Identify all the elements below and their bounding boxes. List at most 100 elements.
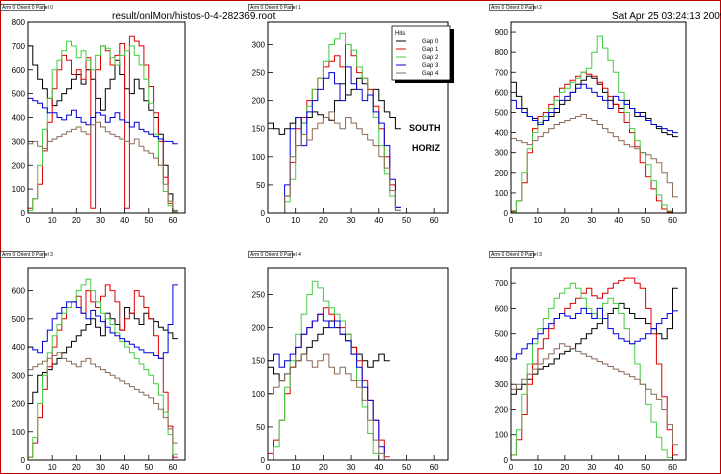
y-tick-label: 500 xyxy=(495,330,509,339)
y-tick-label: 100 xyxy=(12,185,26,194)
series-line-gap1 xyxy=(28,284,178,458)
panel-title-box xyxy=(489,251,534,258)
x-tick-label: 60 xyxy=(668,216,677,225)
y-tick-label: 700 xyxy=(495,68,509,77)
plot-frame xyxy=(267,267,449,461)
panels-group: Arm 0 Orient 0 Panel 00 10 20 30 40 50 6001002… xyxy=(0,4,687,472)
legend-header: Hits xyxy=(395,31,405,37)
y-tick-label: 300 xyxy=(495,149,509,158)
series-line-gap3 xyxy=(28,284,178,359)
y-tick-label: 300 xyxy=(495,380,509,389)
x-tick-label: 0 xyxy=(26,216,31,225)
series-line-gap2 xyxy=(28,278,178,458)
x-tick-label: 30 xyxy=(587,216,596,225)
y-tick-label: 700 xyxy=(495,279,509,288)
x-tick-label: 40 xyxy=(120,216,129,225)
panel-title: Arm 0 Orient 0 Panel 2 xyxy=(491,5,542,11)
y-tick-label: 400 xyxy=(495,129,509,138)
x-tick-label: 10 xyxy=(48,216,57,225)
y-tick-label: 600 xyxy=(12,287,26,296)
y-tick-label: 0 xyxy=(261,456,266,465)
x-tick-label: 50 xyxy=(144,463,153,472)
plot-frame xyxy=(510,267,687,461)
y-tick-label: 0 xyxy=(261,209,266,218)
series-line-gap2 xyxy=(268,32,401,214)
y-tick-label: 0 xyxy=(21,456,26,465)
y-tick-label: 0 xyxy=(21,209,26,218)
series-line-gap4 xyxy=(28,352,178,444)
x-tick-label: 10 xyxy=(291,216,300,225)
series-line-gap0 xyxy=(268,77,401,135)
x-tick-label: 20 xyxy=(560,216,569,225)
legend-entry-label: Gap 0 xyxy=(422,39,439,45)
y-tick-label: 50 xyxy=(256,181,265,190)
histogram-panel: Arm 0 Orient 0 Panel 4 0 10 20 30 40 50 60 0 50 10… xyxy=(248,251,449,472)
x-tick-label: 20 xyxy=(560,463,569,472)
plot-frame xyxy=(510,21,687,214)
legend: Hits Gap 0 Gap 1 Gap 2 Gap 3 Gap 4 xyxy=(391,25,454,83)
series-line-gap3 xyxy=(28,97,178,145)
series-line-gap2 xyxy=(28,40,178,213)
panel-title: Arm 0 Orient 0 Panel 1 xyxy=(250,5,301,11)
x-tick-label: 50 xyxy=(641,216,650,225)
y-tick-label: 250 xyxy=(252,69,266,78)
y-tick-label: 150 xyxy=(252,125,266,134)
y-tick-label: 100 xyxy=(495,189,509,198)
histogram-panel: Arm 0 Orient 0 Panel 30 10 20 30 40 50 6001002… xyxy=(0,251,186,472)
y-tick-label: 600 xyxy=(12,66,26,75)
x-tick-label: 40 xyxy=(614,463,623,472)
panel-title: Arm 0 Orient 0 Panel 3 xyxy=(491,252,542,258)
x-tick-label: 40 xyxy=(614,216,623,225)
series-line-gap2 xyxy=(511,282,678,461)
x-tick-label: 50 xyxy=(402,216,411,225)
x-tick-label: 30 xyxy=(96,216,105,225)
series-line-gap3 xyxy=(268,313,390,461)
x-tick-label: 20 xyxy=(319,216,328,225)
x-tick-label: 0 xyxy=(26,463,31,472)
y-tick-label: 200 xyxy=(12,400,26,409)
x-tick-label: 0 xyxy=(266,463,271,472)
panel-title: Arm 0 Orient 0 Panel 4 xyxy=(250,252,301,258)
x-tick-label: 50 xyxy=(402,463,411,472)
series-line-gap0 xyxy=(28,45,178,212)
y-tick-label: 500 xyxy=(12,315,26,324)
side-annotation-south: SOUTH xyxy=(409,123,441,133)
y-tick-label: 200 xyxy=(12,161,26,170)
y-tick-label: 600 xyxy=(495,304,509,313)
panel-title-box xyxy=(489,4,534,11)
y-tick-label: 800 xyxy=(12,18,26,27)
y-tick-label: 250 xyxy=(252,290,266,299)
y-tick-label: 100 xyxy=(495,431,509,440)
y-tick-label: 100 xyxy=(252,153,266,162)
histogram-panel: Arm 0 Orient 0 Panel 1 0 10 20 30 40 50 60 0 50 10… xyxy=(248,4,449,225)
x-tick-label: 60 xyxy=(168,463,177,472)
y-tick-label: 500 xyxy=(12,90,26,99)
y-tick-label: 0 xyxy=(504,456,509,465)
x-tick-label: 20 xyxy=(72,216,81,225)
panel-title: Arm 0 Orient 0 Panel 3 xyxy=(2,252,53,258)
series-line-gap3 xyxy=(511,307,678,360)
x-tick-label: 40 xyxy=(374,216,383,225)
y-tick-label: 500 xyxy=(495,108,509,117)
panel-title: Arm 0 Orient 0 Panel 0 xyxy=(2,5,53,11)
plot-frame xyxy=(27,267,186,461)
panel-title-box xyxy=(0,4,45,11)
histogram-panel: Arm 0 Orient 0 Panel 30 10 20 30 40 50 6001002… xyxy=(489,251,687,472)
y-tick-label: 200 xyxy=(252,324,266,333)
x-tick-label: 30 xyxy=(347,463,356,472)
legend-entry-label: Gap 4 xyxy=(422,71,439,77)
y-tick-label: 300 xyxy=(12,137,26,146)
orientation-annotation-horiz: HORIZ xyxy=(412,143,441,153)
x-tick-label: 10 xyxy=(48,463,57,472)
panel-title-box xyxy=(0,251,45,258)
series-line-gap1 xyxy=(511,277,678,456)
y-tick-label: 150 xyxy=(252,357,266,366)
y-tick-label: 400 xyxy=(495,355,509,364)
y-tick-label: 0 xyxy=(504,209,509,218)
x-tick-label: 30 xyxy=(96,463,105,472)
y-tick-label: 200 xyxy=(495,405,509,414)
y-tick-label: 900 xyxy=(495,28,509,37)
x-tick-label: 50 xyxy=(144,216,153,225)
series-line-gap3 xyxy=(511,83,678,134)
